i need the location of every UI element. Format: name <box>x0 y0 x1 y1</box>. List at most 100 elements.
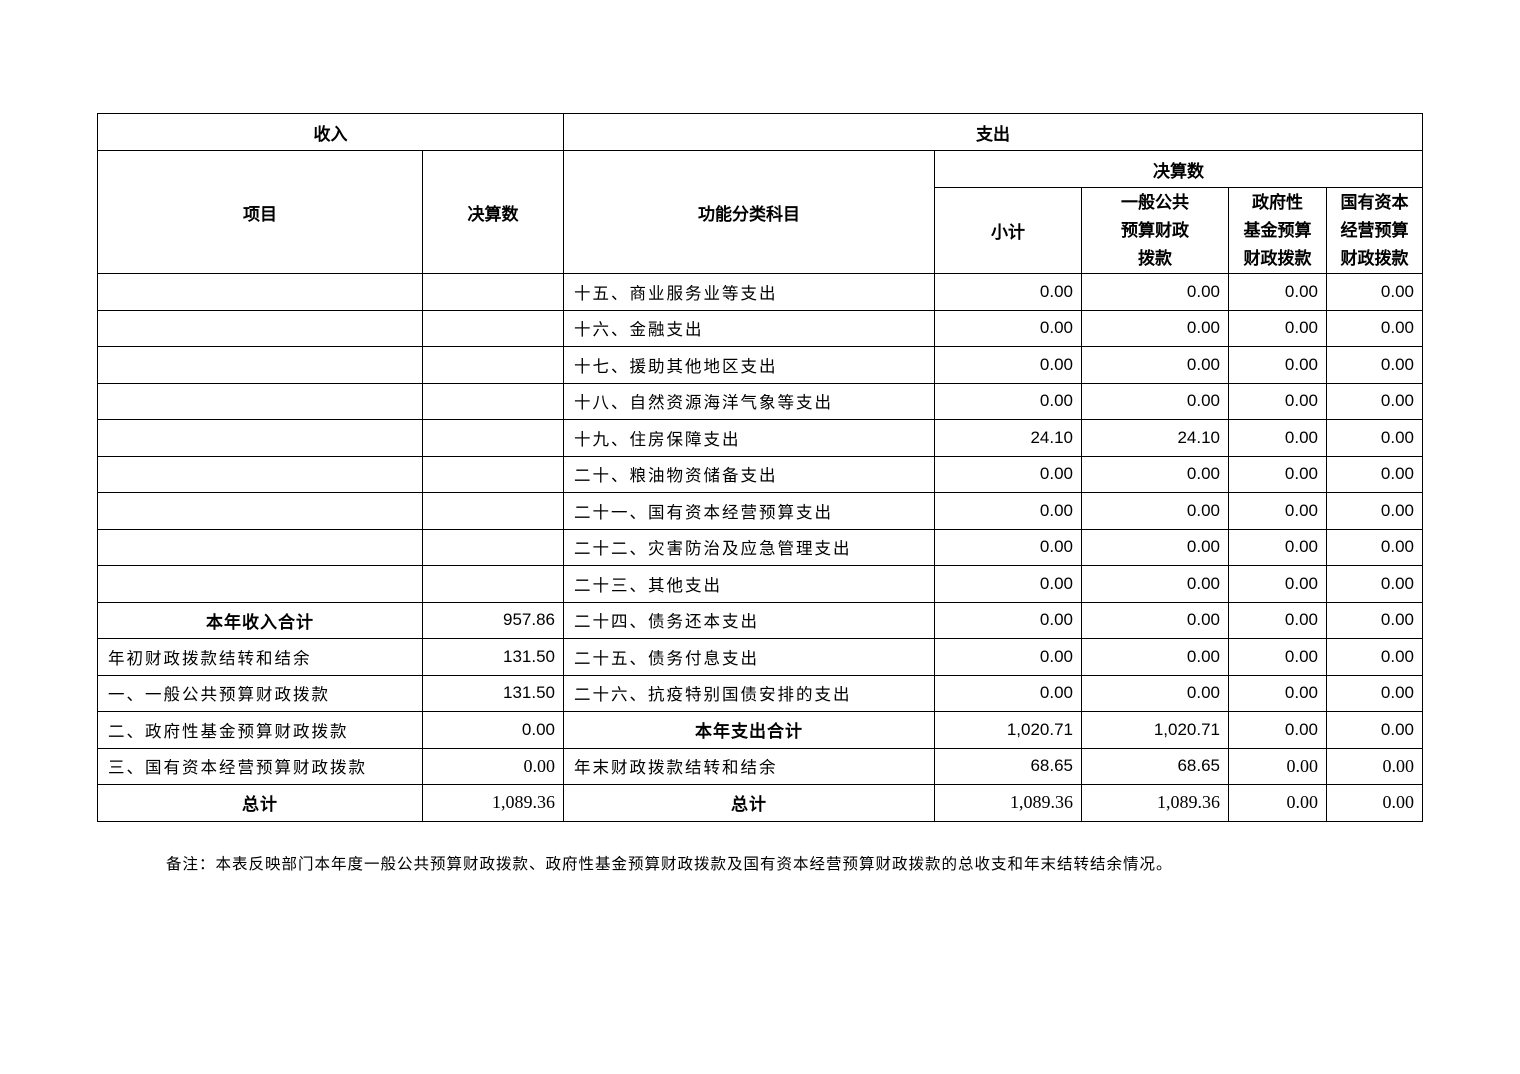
table-row: 年初财政拨款结转和结余 131.50 二十五、债务付息支出 0.00 0.00 0.00 0… <box>97 638 1423 676</box>
gov-fund-value-cell: 0.00 <box>1228 784 1327 822</box>
table-row: 十八、自然资源海洋气象等支出 0.00 0.00 0.00 0.00 <box>97 382 1423 420</box>
income-value-cell: 0.00 <box>422 711 564 749</box>
income-item-cell <box>97 455 423 493</box>
income-item-cell <box>97 382 423 420</box>
gov-fund-value-cell: 0.00 <box>1228 382 1327 420</box>
expense-category-cell: 十七、援助其他地区支出 <box>563 346 935 384</box>
table-row: 十五、商业服务业等支出 0.00 0.00 0.00 0.00 <box>97 273 1423 311</box>
table-row: 十九、住房保障支出 24.10 24.10 0.00 0.00 <box>97 419 1423 457</box>
income-item-cell: 一、一般公共预算财政拨款 <box>97 674 423 712</box>
subtotal-value-cell: 24.10 <box>934 419 1082 457</box>
expense-category-cell: 二十六、抗疫特别国债安排的支出 <box>563 674 935 712</box>
income-value-cell <box>422 528 564 566</box>
income-value-cell <box>422 419 564 457</box>
expense-category-cell: 二十五、债务付息支出 <box>563 638 935 676</box>
gov-fund-value-cell: 0.00 <box>1228 528 1327 566</box>
income-item-cell: 年初财政拨款结转和结余 <box>97 638 423 676</box>
income-item-cell <box>97 528 423 566</box>
gov-fund-value-cell: 0.00 <box>1228 419 1327 457</box>
subtotal-value-cell: 0.00 <box>934 273 1082 311</box>
general-public-value-cell: 0.00 <box>1081 382 1229 420</box>
final-amount-header: 决算数 <box>422 150 564 274</box>
expense-category-cell: 十五、商业服务业等支出 <box>563 273 935 311</box>
state-capital-value-cell: 0.00 <box>1326 601 1423 639</box>
state-capital-value-cell: 0.00 <box>1326 309 1423 347</box>
subtotal-value-cell: 1,020.71 <box>934 711 1082 749</box>
gov-fund-value-cell: 0.00 <box>1228 492 1327 530</box>
general-public-value-cell: 0.00 <box>1081 273 1229 311</box>
income-value-cell: 131.50 <box>422 674 564 712</box>
expense-category-cell: 本年支出合计 <box>563 711 935 749</box>
income-value-cell <box>422 273 564 311</box>
expense-header: 支出 <box>563 113 1423 151</box>
income-value-cell <box>422 382 564 420</box>
state-capital-value-cell: 0.00 <box>1326 346 1423 384</box>
table-row: 十六、金融支出 0.00 0.00 0.00 0.00 <box>97 309 1423 347</box>
income-item-cell: 二、政府性基金预算财政拨款 <box>97 711 423 749</box>
function-category-header: 功能分类科目 <box>563 150 935 274</box>
income-value-cell <box>422 492 564 530</box>
general-public-value-cell: 0.00 <box>1081 455 1229 493</box>
income-item-cell: 总计 <box>97 784 423 822</box>
subtotal-value-cell: 0.00 <box>934 492 1082 530</box>
expense-category-cell: 二十、粮油物资储备支出 <box>563 455 935 493</box>
income-value-cell: 957.86 <box>422 601 564 639</box>
table-row: 一、一般公共预算财政拨款 131.50 二十六、抗疫特别国债安排的支出 0.00 0.0… <box>97 674 1423 712</box>
gov-fund-value-cell: 0.00 <box>1228 711 1327 749</box>
expense-category-cell: 二十三、其他支出 <box>563 565 935 603</box>
subtotal-value-cell: 0.00 <box>934 565 1082 603</box>
subtotal-value-cell: 0.00 <box>934 309 1082 347</box>
table-note: 备注：本表反映部门本年度一般公共预算财政拨款、政府性基金预算财政拨款及国有资本经… <box>166 855 1173 873</box>
subtotal-value-cell: 0.00 <box>934 638 1082 676</box>
state-capital-value-cell: 0.00 <box>1326 492 1423 530</box>
gov-fund-header: 政府性 基金预算 财政拨款 <box>1228 187 1327 274</box>
gov-fund-value-cell: 0.00 <box>1228 747 1327 785</box>
income-value-cell <box>422 309 564 347</box>
expense-category-cell: 总计 <box>563 784 935 822</box>
general-public-value-cell: 0.00 <box>1081 674 1229 712</box>
state-capital-value-cell: 0.00 <box>1326 565 1423 603</box>
income-value-cell: 0.00 <box>422 747 564 785</box>
general-public-value-cell: 1,089.36 <box>1081 784 1229 822</box>
state-capital-value-cell: 0.00 <box>1326 747 1423 785</box>
subtotal-value-cell: 0.00 <box>934 382 1082 420</box>
income-item-cell: 本年收入合计 <box>97 601 423 639</box>
expense-category-cell: 十九、住房保障支出 <box>563 419 935 457</box>
income-value-cell: 1,089.36 <box>422 784 564 822</box>
expense-category-cell: 十八、自然资源海洋气象等支出 <box>563 382 935 420</box>
subtotal-value-cell: 0.00 <box>934 528 1082 566</box>
table-row: 二十、粮油物资储备支出 0.00 0.00 0.00 0.00 <box>97 455 1423 493</box>
table-row: 二十三、其他支出 0.00 0.00 0.00 0.00 <box>97 565 1423 603</box>
general-public-value-cell: 0.00 <box>1081 601 1229 639</box>
subtotal-value-cell: 0.00 <box>934 455 1082 493</box>
state-capital-value-cell: 0.00 <box>1326 711 1423 749</box>
state-capital-value-cell: 0.00 <box>1326 455 1423 493</box>
income-value-cell: 131.50 <box>422 638 564 676</box>
state-capital-value-cell: 0.00 <box>1326 419 1423 457</box>
table-row: 本年收入合计 957.86 二十四、债务还本支出 0.00 0.00 0.00 0.00 <box>97 601 1423 639</box>
final-amount-group-header: 决算数 <box>934 150 1423 188</box>
income-item-cell <box>97 419 423 457</box>
item-header: 项目 <box>97 150 423 274</box>
state-capital-header: 国有资本 经营预算 财政拨款 <box>1326 187 1423 274</box>
table-row: 二十二、灾害防治及应急管理支出 0.00 0.00 0.00 0.00 <box>97 528 1423 566</box>
general-public-value-cell: 24.10 <box>1081 419 1229 457</box>
subtotal-value-cell: 1,089.36 <box>934 784 1082 822</box>
gov-fund-value-cell: 0.00 <box>1228 565 1327 603</box>
table-row: 二十一、国有资本经营预算支出 0.00 0.00 0.00 0.00 <box>97 492 1423 530</box>
expense-category-cell: 二十二、灾害防治及应急管理支出 <box>563 528 935 566</box>
expense-category-cell: 二十一、国有资本经营预算支出 <box>563 492 935 530</box>
expense-category-cell: 年末财政拨款结转和结余 <box>563 747 935 785</box>
state-capital-value-cell: 0.00 <box>1326 273 1423 311</box>
income-item-cell: 三、国有资本经营预算财政拨款 <box>97 747 423 785</box>
table-row: 二、政府性基金预算财政拨款 0.00 本年支出合计 1,020.71 1,020.71 0… <box>97 711 1423 749</box>
subtotal-value-cell: 0.00 <box>934 346 1082 384</box>
subtotal-value-cell: 0.00 <box>934 674 1082 712</box>
gov-fund-value-cell: 0.00 <box>1228 601 1327 639</box>
income-item-cell <box>97 346 423 384</box>
gov-fund-value-cell: 0.00 <box>1228 346 1327 384</box>
subtotal-value-cell: 68.65 <box>934 747 1082 785</box>
fiscal-appropriation-table: 收入 支出 项目 决算数 功能分类科目 决算数 小计 一般公共 预算财政 拨款 政府… <box>97 113 1423 822</box>
general-public-value-cell: 0.00 <box>1081 492 1229 530</box>
general-public-value-cell: 1,020.71 <box>1081 711 1229 749</box>
